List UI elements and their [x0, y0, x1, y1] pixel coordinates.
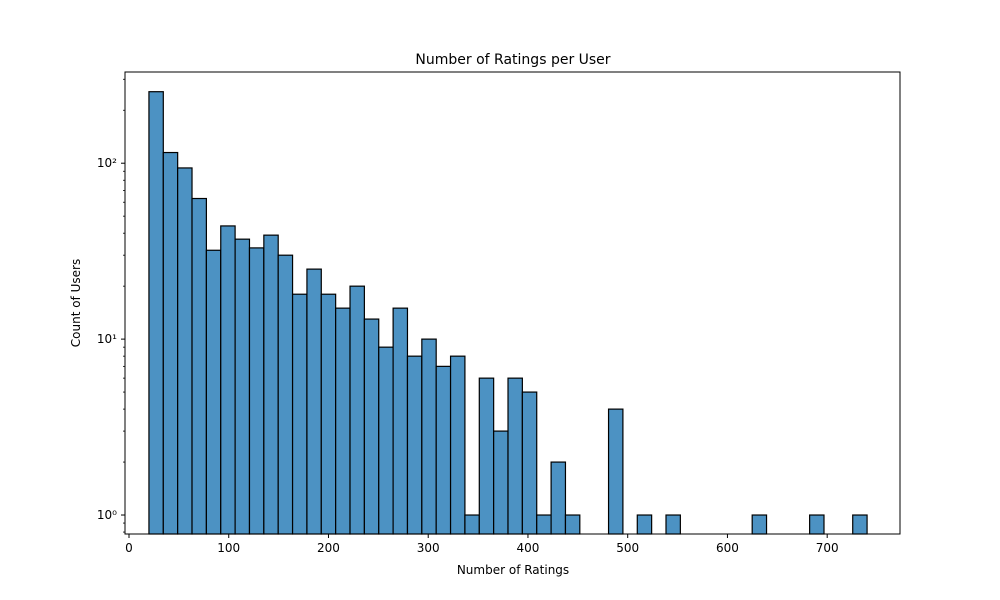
histogram-bar-31: [636, 514, 653, 535]
x-tick-label: 700: [816, 541, 839, 555]
histogram-bar-3: [191, 197, 207, 535]
plot-frame: [124, 71, 901, 535]
x-axis-ticks: 0 100 200 300 400 500 600 700: [125, 534, 839, 555]
y-tick-label: 10¹: [97, 332, 117, 346]
histogram-bar-16: [378, 346, 394, 535]
histogram-bar-19: [421, 338, 437, 535]
histogram-bar-35: [852, 514, 868, 535]
histogram-bar-12: [320, 293, 337, 535]
histogram-bar-14: [349, 285, 365, 535]
histogram-bar-25: [507, 377, 523, 535]
bars-group: [148, 91, 868, 535]
x-tick-label: 200: [317, 541, 340, 555]
histogram-bar-21: [449, 355, 466, 535]
histogram-bar-18: [406, 355, 423, 535]
chart-title: Number of Ratings per User: [415, 52, 610, 68]
histogram-bar-34: [809, 514, 825, 535]
histogram-bar-5: [220, 225, 236, 535]
histogram-bar-17: [392, 307, 409, 535]
x-tick-label: 600: [716, 541, 739, 555]
histogram-bar-33: [751, 514, 768, 535]
histogram-bar-26: [521, 391, 538, 535]
histogram-bar-29: [564, 514, 581, 535]
histogram-bar-9: [277, 254, 294, 535]
histogram-bar-24: [493, 430, 509, 535]
histogram-bar-15: [363, 318, 380, 535]
x-tick-label: 300: [417, 541, 440, 555]
y-tick-label: 10⁰: [97, 508, 117, 522]
histogram-bar-30: [607, 408, 624, 535]
x-tick-label: 100: [217, 541, 240, 555]
y-tick-label: 10²: [97, 156, 117, 170]
y-axis-label: Count of Users: [69, 259, 83, 347]
histogram-bar-11: [306, 268, 322, 535]
histogram-bar-1: [162, 151, 179, 535]
histogram-bar-7: [248, 247, 265, 535]
histogram-bar-8: [263, 234, 279, 535]
histogram-bar-28: [550, 461, 567, 535]
histogram-bar-27: [536, 514, 552, 535]
x-tick-label: 500: [616, 541, 639, 555]
histogram-bar-2: [177, 167, 193, 535]
histogram-bar-0: [148, 91, 164, 535]
x-tick-label: 0: [125, 541, 133, 555]
histogram-bar-23: [478, 377, 495, 535]
histogram-bar-4: [205, 249, 222, 535]
histogram-bar-13: [335, 307, 351, 535]
histogram-bar-32: [665, 514, 681, 535]
x-axis-label: Number of Ratings: [457, 563, 569, 577]
histogram-bar-10: [291, 293, 308, 535]
histogram-bar-22: [464, 514, 480, 535]
histogram-bar-6: [234, 238, 251, 535]
x-tick-label: 400: [517, 541, 540, 555]
histogram-bar-20: [435, 365, 452, 535]
